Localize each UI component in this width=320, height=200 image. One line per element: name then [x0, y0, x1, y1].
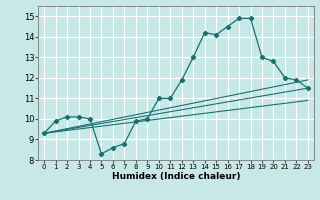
X-axis label: Humidex (Indice chaleur): Humidex (Indice chaleur) — [112, 172, 240, 181]
